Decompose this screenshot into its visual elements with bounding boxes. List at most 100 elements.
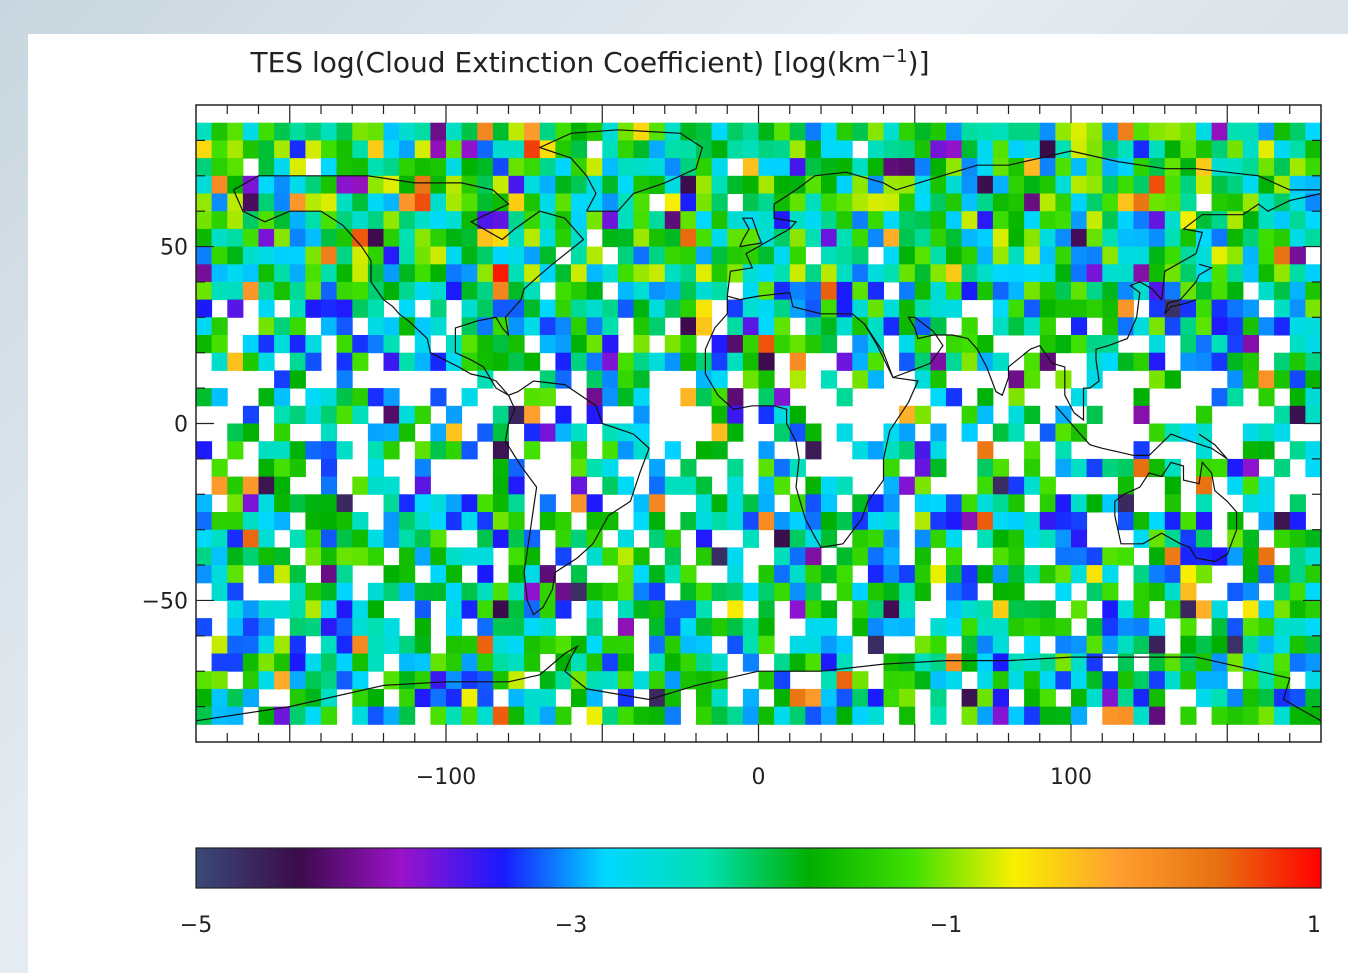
heatmap-cell: [836, 653, 853, 672]
heatmap-cell: [242, 512, 259, 531]
heatmap-cell: [649, 281, 666, 301]
heatmap-cell: [321, 405, 338, 424]
heatmap-cell: [977, 175, 994, 194]
heatmap-cell: [492, 175, 509, 194]
heatmap-cell: [867, 158, 884, 177]
heatmap-cell: [696, 246, 713, 265]
heatmap-cell: [883, 512, 900, 531]
y-tick-label: 50: [160, 236, 188, 261]
heatmap-cell: [774, 264, 791, 283]
heatmap-cell: [196, 264, 213, 283]
heatmap-cell: [1227, 618, 1244, 637]
heatmap-cell: [524, 352, 541, 371]
heatmap-cell: [1024, 671, 1041, 690]
heatmap-cell: [446, 582, 463, 601]
heatmap-cell: [1086, 335, 1103, 354]
heatmap-cell: [1024, 706, 1041, 725]
coastlines: [195, 129, 1322, 722]
heatmap-cell: [1133, 635, 1150, 654]
heatmap-cell: [321, 388, 338, 407]
heatmap-cell: [399, 175, 416, 194]
heatmap-cell: [1024, 476, 1041, 495]
heatmap-cell: [946, 494, 963, 513]
heatmap-cell: [477, 423, 494, 442]
heatmap-cell: [555, 122, 572, 141]
heatmap-cell: [352, 175, 369, 194]
heatmap-cell: [508, 264, 525, 283]
heatmap-cell: [461, 688, 478, 708]
heatmap-cell: [289, 582, 306, 601]
heatmap-cell: [758, 193, 775, 212]
heatmap-cell: [789, 335, 806, 354]
heatmap-cell: [1133, 512, 1150, 531]
heatmap-cell: [602, 441, 619, 460]
heatmap-cell: [461, 246, 478, 265]
heatmap-cell: [946, 529, 963, 548]
heatmap-cell: [789, 706, 806, 725]
heatmap-cell: [1133, 388, 1150, 407]
heatmap-cell: [1180, 211, 1197, 230]
heatmap-cell: [711, 211, 728, 230]
heatmap-cell: [1164, 512, 1181, 531]
heatmap-cell: [602, 317, 619, 336]
heatmap-cell: [196, 335, 213, 354]
heatmap-cell: [758, 281, 775, 301]
heatmap-cell: [1305, 317, 1322, 336]
heatmap-cell: [727, 335, 744, 354]
heatmap-cell: [289, 246, 306, 265]
heatmap-cell: [539, 565, 556, 584]
heatmap-cell: [1164, 529, 1181, 548]
heatmap-cell: [742, 211, 759, 230]
heatmap-cell: [430, 264, 447, 283]
heatmap-cell: [258, 193, 275, 212]
heatmap-cell: [399, 405, 416, 424]
heatmap-cell: [1227, 158, 1244, 177]
heatmap-cell: [555, 423, 572, 442]
heatmap-cell: [680, 476, 697, 495]
heatmap-cell: [414, 441, 431, 460]
heatmap-cell: [492, 582, 509, 601]
heatmap-cell: [399, 264, 416, 283]
heatmap-cell: [742, 582, 759, 601]
heatmap-cell: [883, 547, 900, 566]
heatmap-cell: [696, 582, 713, 601]
heatmap-cell: [742, 494, 759, 513]
heatmap-cell: [305, 582, 322, 601]
heatmap-cell: [633, 264, 650, 283]
heatmap-cell: [383, 441, 400, 460]
heatmap-cell: [914, 158, 931, 177]
heatmap-cell: [1211, 264, 1228, 283]
heatmap-cell: [758, 228, 775, 248]
heatmap-cell: [711, 512, 728, 531]
heatmap-cell: [1305, 211, 1322, 230]
heatmap-cell: [477, 370, 494, 389]
heatmap-cell: [1196, 441, 1213, 460]
heatmap-cell: [446, 565, 463, 584]
heatmap-cell: [508, 175, 525, 194]
heatmap-cell: [680, 264, 697, 283]
heatmap-cell: [633, 317, 650, 336]
heatmap-cell: [696, 299, 713, 318]
heatmap-cell: [961, 494, 978, 513]
heatmap-cell: [1039, 706, 1056, 725]
heatmap-cell: [524, 706, 541, 725]
heatmap-cell: [430, 299, 447, 318]
heatmap-cell: [992, 653, 1009, 672]
heatmap-cell: [602, 706, 619, 725]
heatmap-cell: [321, 441, 338, 460]
heatmap-cell: [1086, 211, 1103, 230]
heatmap-cell: [305, 653, 322, 672]
heatmap-cell: [883, 423, 900, 442]
heatmap-cell: [1039, 565, 1056, 584]
heatmap-cell: [1289, 494, 1306, 513]
heatmap-cell: [1133, 211, 1150, 230]
heatmap-cell: [1211, 122, 1228, 141]
heatmap-cell: [774, 228, 791, 248]
heatmap-cell: [696, 706, 713, 725]
heatmap-cell: [1008, 246, 1025, 265]
heatmap-cell: [789, 512, 806, 531]
heatmap-cell: [461, 600, 478, 619]
heatmap-cell: [1289, 688, 1306, 708]
heatmap-cell: [1102, 228, 1119, 248]
heatmap-cell: [852, 335, 869, 354]
